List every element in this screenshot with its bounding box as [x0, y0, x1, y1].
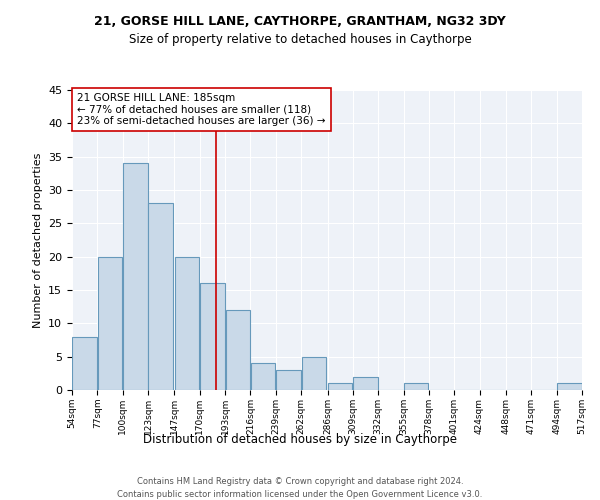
Bar	[353, 376, 378, 390]
Bar	[123, 164, 148, 390]
Text: 21 GORSE HILL LANE: 185sqm
← 77% of detached houses are smaller (118)
23% of sem: 21 GORSE HILL LANE: 185sqm ← 77% of deta…	[77, 93, 326, 126]
Bar	[200, 284, 224, 390]
Bar	[302, 356, 326, 390]
Bar	[404, 384, 428, 390]
Text: Contains public sector information licensed under the Open Government Licence v3: Contains public sector information licen…	[118, 490, 482, 499]
Text: Size of property relative to detached houses in Caythorpe: Size of property relative to detached ho…	[128, 32, 472, 46]
Bar	[98, 256, 122, 390]
Text: Contains HM Land Registry data © Crown copyright and database right 2024.: Contains HM Land Registry data © Crown c…	[137, 478, 463, 486]
Bar	[226, 310, 250, 390]
Bar	[251, 364, 275, 390]
Y-axis label: Number of detached properties: Number of detached properties	[32, 152, 43, 328]
Text: 21, GORSE HILL LANE, CAYTHORPE, GRANTHAM, NG32 3DY: 21, GORSE HILL LANE, CAYTHORPE, GRANTHAM…	[94, 15, 506, 28]
Bar	[148, 204, 173, 390]
Bar	[557, 384, 581, 390]
Bar	[276, 370, 301, 390]
Bar	[73, 336, 97, 390]
Bar	[175, 256, 199, 390]
Bar	[328, 384, 352, 390]
Text: Distribution of detached houses by size in Caythorpe: Distribution of detached houses by size …	[143, 432, 457, 446]
